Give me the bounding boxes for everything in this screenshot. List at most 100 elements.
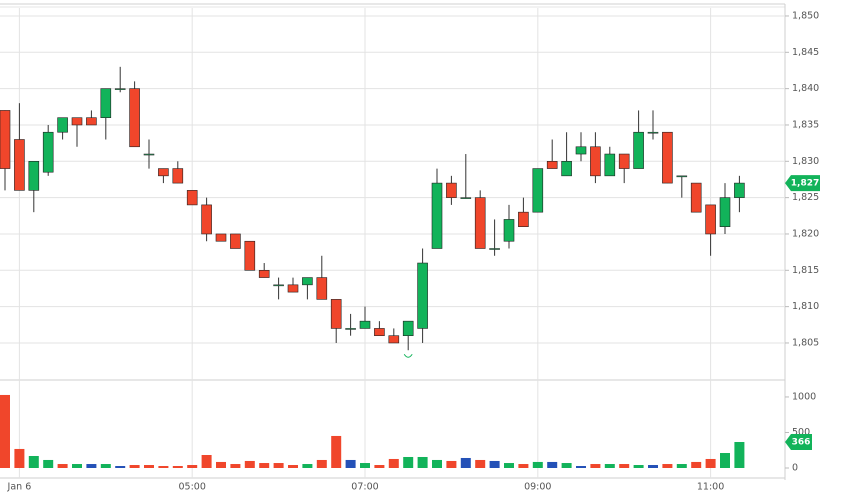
candle-body xyxy=(143,153,155,156)
volume-tick-label: 0 xyxy=(792,463,798,474)
y-tick-label: 1,840 xyxy=(792,83,819,94)
candle-body xyxy=(474,197,486,249)
candle-body xyxy=(302,277,313,286)
candle-body xyxy=(258,269,270,278)
volume-bar xyxy=(144,465,154,468)
volume-bar xyxy=(547,461,558,468)
volume-bar xyxy=(273,463,284,468)
candle-body xyxy=(719,197,731,227)
candle-body xyxy=(230,233,241,249)
volume-bar xyxy=(648,465,658,468)
volume-bar xyxy=(230,464,241,468)
y-tick-label: 1,830 xyxy=(792,156,819,167)
volume-bar xyxy=(72,464,82,468)
volume-bar xyxy=(100,464,111,468)
candle-body xyxy=(561,161,572,177)
volume-bar xyxy=(604,464,615,468)
volume-bar xyxy=(201,454,212,468)
candle-body xyxy=(215,233,227,242)
candle-body xyxy=(633,131,644,169)
y-tick-label: 1,810 xyxy=(792,301,819,312)
candle-body xyxy=(201,204,212,235)
candle-body xyxy=(388,335,400,344)
candle-body xyxy=(402,320,414,336)
candle-body xyxy=(489,248,500,250)
candle-body xyxy=(647,131,659,134)
last-price-label: 1,827 xyxy=(791,179,819,189)
volume-bar xyxy=(432,459,442,468)
candle-body xyxy=(0,110,11,169)
volume-bar xyxy=(259,463,270,468)
candle-body xyxy=(129,88,140,148)
candle-body xyxy=(114,88,126,90)
candle-body xyxy=(71,117,83,126)
candle-body xyxy=(431,182,443,249)
volume-bar xyxy=(129,465,140,468)
volume-bar xyxy=(115,466,126,468)
volume-bar xyxy=(475,459,486,468)
volume-bar xyxy=(532,461,543,468)
volume-bar xyxy=(489,460,500,468)
candle-body xyxy=(546,161,558,169)
volume-bar xyxy=(172,466,183,468)
volume-bar xyxy=(676,464,687,468)
volume-bar xyxy=(633,465,644,468)
volume-bar xyxy=(216,461,226,468)
candle-body xyxy=(460,197,472,199)
volume-bar xyxy=(86,464,97,468)
last-volume-label: 366 xyxy=(792,437,811,447)
candle-body xyxy=(374,328,385,336)
x-tick-label: 07:00 xyxy=(351,482,378,493)
candle-body xyxy=(100,88,112,118)
y-tick-label: 1,825 xyxy=(792,192,819,203)
volume-bar xyxy=(460,457,471,468)
volume-bar xyxy=(561,463,572,468)
y-tick-label: 1,805 xyxy=(792,337,819,348)
volume-bar xyxy=(331,435,342,468)
y-tick-label: 1,835 xyxy=(792,119,819,130)
volume-bar xyxy=(518,464,529,468)
volume-bar xyxy=(374,465,385,468)
volume-bar xyxy=(576,466,586,468)
y-tick-label: 1,820 xyxy=(792,228,819,239)
candle-body xyxy=(158,168,169,177)
x-tick-label: 05:00 xyxy=(179,482,206,493)
volume-bar xyxy=(43,459,54,468)
volume-tick-label: 500 xyxy=(792,427,810,438)
volume-bar xyxy=(302,464,313,468)
volume-bar xyxy=(720,453,730,468)
candle-body xyxy=(518,211,529,228)
candle-body xyxy=(575,146,587,155)
candle-body xyxy=(604,153,616,177)
volume-bar xyxy=(734,441,745,468)
volume-bar xyxy=(619,464,630,468)
last-price-badge xyxy=(785,175,820,192)
x-tick-label: Jan 6 xyxy=(7,482,32,493)
volume-bar xyxy=(590,464,601,468)
volume-bar xyxy=(57,464,68,468)
volume-bar xyxy=(244,460,255,468)
y-tick-label: 1,845 xyxy=(792,47,819,58)
volume-bar xyxy=(504,463,514,468)
candle-body xyxy=(618,153,630,169)
volume-bar xyxy=(0,394,10,468)
low-marker xyxy=(403,353,413,358)
volume-bar xyxy=(691,461,702,468)
volume-bar xyxy=(288,465,298,468)
last-volume-badge xyxy=(785,433,812,450)
volume-bar xyxy=(316,459,327,468)
candle-body xyxy=(417,262,428,329)
candle-body xyxy=(590,146,601,177)
candle-body xyxy=(734,182,745,198)
candle-body xyxy=(287,284,299,293)
candle-body xyxy=(705,204,716,235)
volume-bar xyxy=(345,459,356,468)
candle-body xyxy=(446,182,457,198)
volume-bar xyxy=(662,464,673,468)
volume-bar xyxy=(403,456,414,468)
volume-bar xyxy=(14,448,25,468)
candle-body xyxy=(532,168,544,213)
volume-bar xyxy=(388,458,399,468)
volume-tick-label: 1000 xyxy=(792,391,816,402)
candle-body xyxy=(273,284,284,287)
